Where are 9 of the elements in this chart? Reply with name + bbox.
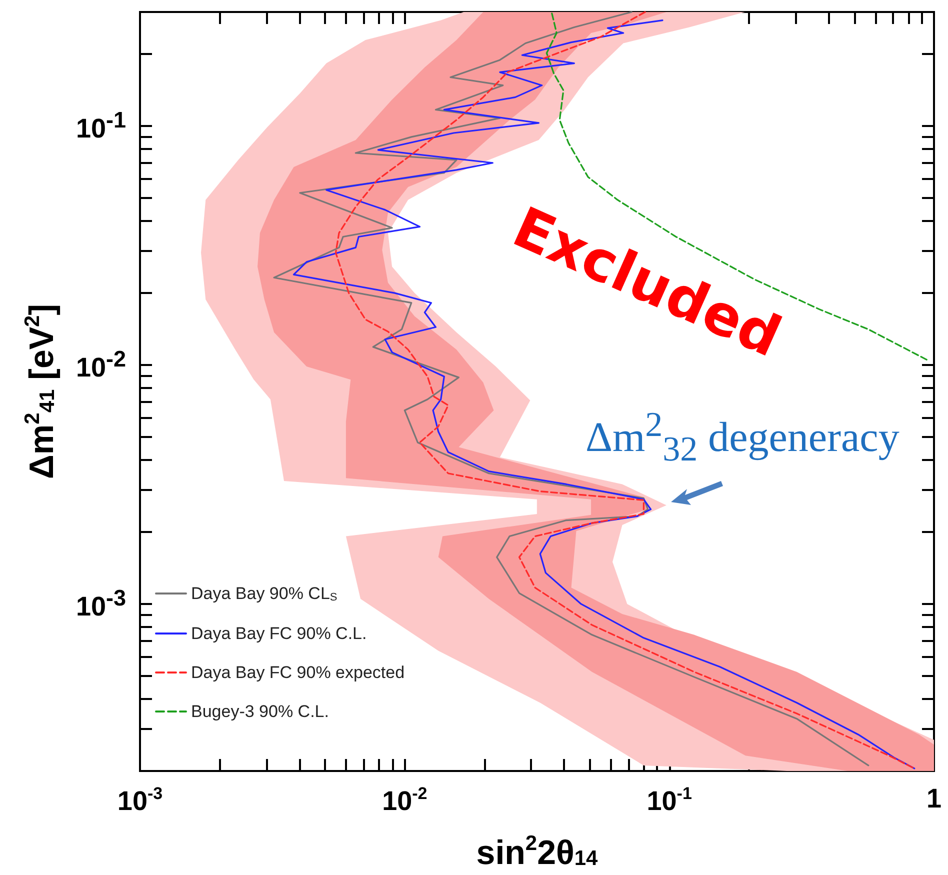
annotation: Δm$^{2}$$_{32}$ degeneracy: [585, 404, 900, 470]
y-tick-label: 10$^{-3}$: [76, 585, 126, 622]
y-tick-label: 10$^{-1}$: [76, 108, 126, 144]
x-tick-label: 1: [926, 784, 942, 814]
legend-label: Daya Bay FC 90% expected: [191, 663, 405, 682]
legend-label: Daya Bay FC 90% C.L.: [191, 624, 367, 643]
y-tick-label: 10$^{-2}$: [76, 346, 126, 382]
legend-label: Bugey-3 90% C.L.: [191, 702, 329, 721]
y-axis-title: Δm241 [eV2]: [21, 304, 61, 480]
